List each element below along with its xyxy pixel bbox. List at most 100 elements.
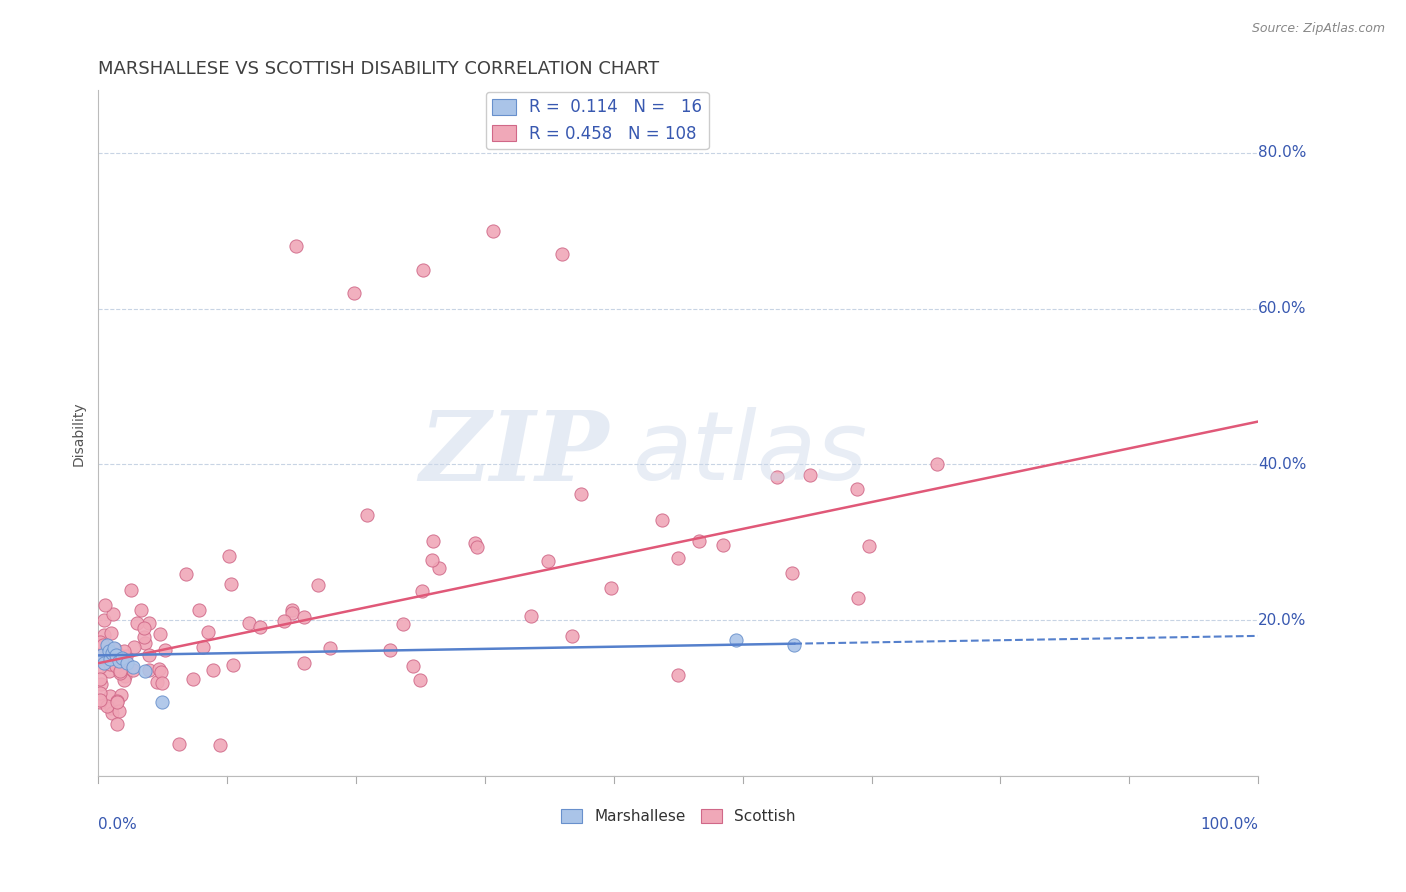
Point bbox=[101, 607, 124, 622]
Text: ZIP: ZIP bbox=[419, 407, 609, 500]
Point bbox=[93, 613, 115, 627]
Point bbox=[688, 533, 710, 548]
Point bbox=[112, 644, 135, 658]
Point bbox=[105, 717, 128, 731]
Point bbox=[105, 694, 128, 708]
Point bbox=[120, 583, 142, 598]
Text: 60.0%: 60.0% bbox=[1258, 301, 1306, 316]
Text: atlas: atlas bbox=[631, 408, 868, 500]
Point bbox=[711, 538, 734, 552]
Point bbox=[115, 648, 138, 663]
Point bbox=[93, 643, 115, 657]
Legend: Marshallese, Scottish: Marshallese, Scottish bbox=[554, 803, 801, 830]
Point bbox=[427, 561, 450, 575]
Point bbox=[666, 668, 689, 682]
Point bbox=[799, 467, 821, 482]
Point bbox=[465, 540, 488, 554]
Point bbox=[846, 591, 869, 605]
Point bbox=[569, 486, 592, 500]
Text: 40.0%: 40.0% bbox=[1258, 457, 1306, 472]
Point bbox=[551, 247, 574, 261]
Point bbox=[93, 628, 115, 642]
Point bbox=[89, 651, 111, 665]
Point bbox=[174, 567, 197, 582]
Point bbox=[146, 675, 169, 690]
Point bbox=[218, 549, 240, 563]
Point bbox=[150, 695, 173, 709]
Point bbox=[464, 535, 486, 549]
Point bbox=[780, 566, 803, 581]
Point bbox=[100, 701, 122, 715]
Point bbox=[89, 639, 111, 653]
Point bbox=[129, 603, 152, 617]
Point bbox=[121, 663, 143, 677]
Point bbox=[520, 608, 543, 623]
Point bbox=[411, 583, 433, 598]
Point bbox=[420, 553, 443, 567]
Point bbox=[89, 634, 111, 648]
Point bbox=[238, 615, 260, 630]
Text: 20.0%: 20.0% bbox=[1258, 613, 1306, 628]
Y-axis label: Disability: Disability bbox=[72, 401, 86, 466]
Point bbox=[110, 656, 132, 670]
Point bbox=[766, 470, 789, 484]
Point bbox=[110, 664, 132, 678]
Point bbox=[96, 638, 118, 652]
Point bbox=[356, 508, 378, 522]
Point bbox=[191, 640, 214, 654]
Point bbox=[103, 640, 125, 655]
Point bbox=[537, 554, 560, 568]
Point bbox=[249, 620, 271, 634]
Point bbox=[104, 648, 127, 663]
Point bbox=[561, 629, 583, 643]
Point bbox=[90, 677, 112, 691]
Point bbox=[138, 663, 160, 677]
Point bbox=[392, 617, 415, 632]
Point bbox=[292, 609, 315, 624]
Point bbox=[181, 672, 204, 686]
Point bbox=[846, 482, 869, 496]
Point bbox=[134, 636, 156, 650]
Text: Source: ZipAtlas.com: Source: ZipAtlas.com bbox=[1251, 22, 1385, 36]
Point bbox=[97, 644, 120, 658]
Point bbox=[402, 659, 425, 673]
Point bbox=[134, 664, 156, 678]
Point bbox=[273, 614, 295, 628]
Point bbox=[110, 688, 132, 702]
Point bbox=[221, 576, 243, 591]
Point bbox=[666, 550, 689, 565]
Point bbox=[201, 663, 224, 677]
Point bbox=[149, 626, 172, 640]
Point bbox=[89, 695, 111, 709]
Point bbox=[98, 690, 121, 704]
Point bbox=[122, 660, 145, 674]
Point bbox=[138, 615, 160, 630]
Point bbox=[221, 658, 243, 673]
Point bbox=[114, 669, 136, 683]
Text: MARSHALLESE VS SCOTTISH DISABILITY CORRELATION CHART: MARSHALLESE VS SCOTTISH DISABILITY CORRE… bbox=[98, 60, 659, 78]
Point bbox=[412, 262, 434, 277]
Point bbox=[422, 533, 444, 548]
Point bbox=[651, 512, 673, 526]
Point bbox=[98, 665, 121, 679]
Point bbox=[90, 648, 112, 663]
Point bbox=[134, 630, 156, 644]
Point bbox=[89, 693, 111, 707]
Point bbox=[101, 646, 124, 660]
Point bbox=[187, 603, 209, 617]
Point bbox=[281, 606, 304, 620]
Point bbox=[281, 603, 304, 617]
Point bbox=[342, 285, 364, 300]
Text: 100.0%: 100.0% bbox=[1201, 817, 1258, 832]
Point bbox=[378, 643, 401, 657]
Point bbox=[101, 706, 124, 720]
Point bbox=[108, 704, 131, 718]
Point bbox=[197, 625, 219, 640]
Point bbox=[89, 686, 111, 700]
Point bbox=[104, 641, 127, 656]
Point bbox=[138, 648, 160, 662]
Point bbox=[292, 656, 315, 670]
Point bbox=[167, 737, 190, 751]
Point bbox=[481, 223, 503, 237]
Point bbox=[284, 239, 307, 253]
